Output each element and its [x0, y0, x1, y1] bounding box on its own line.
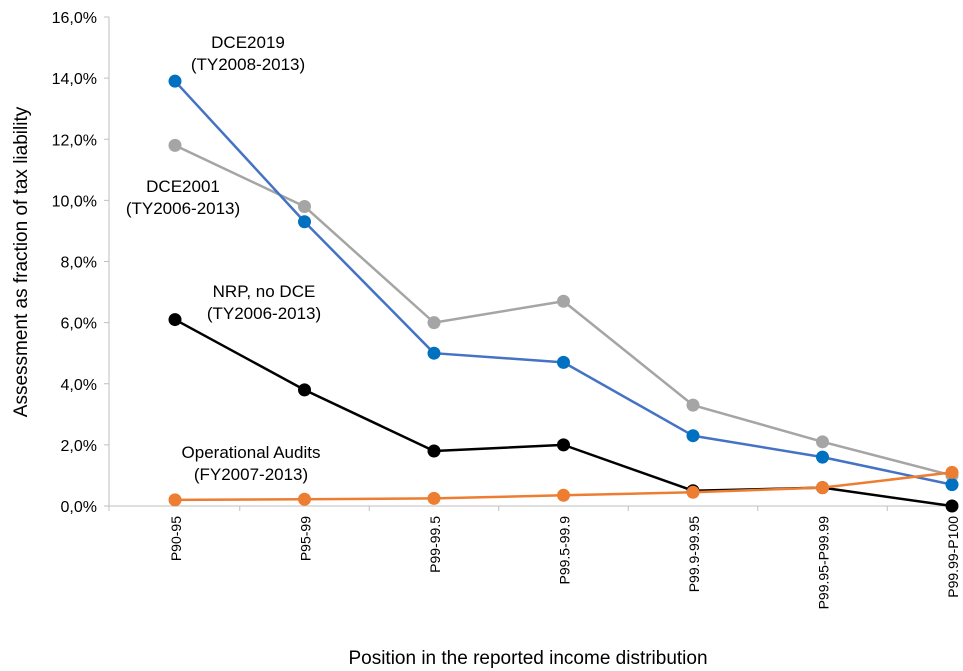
data-point-dce2001	[298, 199, 311, 213]
x-tick-label: P99-99.5	[427, 516, 443, 573]
series-annotation-dce2001: DCE2001	[146, 177, 220, 196]
data-point-dce2019	[557, 355, 570, 369]
data-point-operational-audits	[816, 481, 829, 495]
y-tick-label: 16,0%	[52, 10, 97, 27]
x-tick-label: P90-95	[168, 516, 184, 561]
series-group	[168, 74, 959, 513]
y-tick-label: 12,0%	[52, 132, 97, 149]
series-annotation-dce2019: DCE2019	[211, 33, 285, 52]
series-annotation-nrp-no-dce: (TY2006-2013)	[207, 304, 321, 323]
data-point-dce2001	[686, 398, 700, 412]
data-point-dce2001	[816, 435, 829, 449]
data-point-dce2019	[427, 346, 441, 360]
data-point-dce2001	[168, 138, 182, 152]
x-axis-ticks: P90-95 P95-99 P99-99.5 P99.5-99.9 P99.9-99.9…	[108, 506, 961, 610]
series-annotation-dce2019: (TY2008-2013)	[191, 55, 305, 74]
data-point-operational-audits	[168, 493, 182, 507]
y-tick-label: 0,0%	[61, 499, 97, 516]
data-point-operational-audits	[945, 465, 959, 479]
data-point-dce2019	[945, 478, 959, 492]
y-axis-ticks: 0,0% 2,0% 4,0% 6,0% 8,0% 10,0% 12,0% 14,0% 16,0%	[52, 10, 109, 516]
y-tick-label: 6,0%	[61, 316, 97, 333]
y-axis-title: Assessment as fraction of tax liability	[11, 106, 32, 417]
series-annotations: DCE2001 (TY2006-2013) DCE2019 (TY2008-2013)…	[126, 33, 321, 484]
x-tick-label: P95-99	[298, 516, 314, 561]
series-annotation-operational-audits: (FY2007-2013)	[194, 465, 308, 484]
data-point-operational-audits	[427, 491, 441, 505]
data-point-dce2019	[298, 215, 311, 229]
x-tick-label: P99.95-P99.99	[816, 516, 832, 610]
data-point-operational-audits	[686, 485, 700, 499]
data-point-operational-audits	[557, 488, 570, 502]
data-point-dce2001	[427, 316, 441, 330]
data-point-dce2019	[168, 74, 182, 88]
series-annotation-nrp-no-dce: NRP, no DCE	[213, 282, 316, 301]
series-annotation-dce2001: (TY2006-2013)	[126, 199, 240, 218]
y-tick-label: 8,0%	[61, 255, 97, 272]
data-point-dce2001	[557, 294, 570, 308]
y-tick-label: 2,0%	[61, 438, 97, 455]
data-point-dce2019	[816, 450, 829, 464]
data-point-nrp-no-dce	[945, 499, 959, 513]
series-annotation-operational-audits: Operational Audits	[182, 443, 321, 462]
y-tick-label: 4,0%	[61, 377, 97, 394]
data-point-nrp-no-dce	[168, 313, 182, 327]
x-tick-label: P99.5-99.9	[557, 516, 573, 585]
x-tick-label: P99.9-99.95	[686, 516, 702, 592]
y-tick-label: 14,0%	[52, 71, 97, 88]
data-point-nrp-no-dce	[298, 383, 311, 397]
x-tick-label: P99.99-P100	[945, 516, 961, 598]
y-tick-label: 10,0%	[52, 193, 97, 210]
data-point-operational-audits	[298, 492, 311, 506]
data-point-nrp-no-dce	[427, 444, 441, 458]
data-point-nrp-no-dce	[557, 438, 570, 452]
x-axis-title: Position in the reported income distribu…	[348, 648, 707, 669]
data-point-dce2019	[686, 429, 700, 443]
